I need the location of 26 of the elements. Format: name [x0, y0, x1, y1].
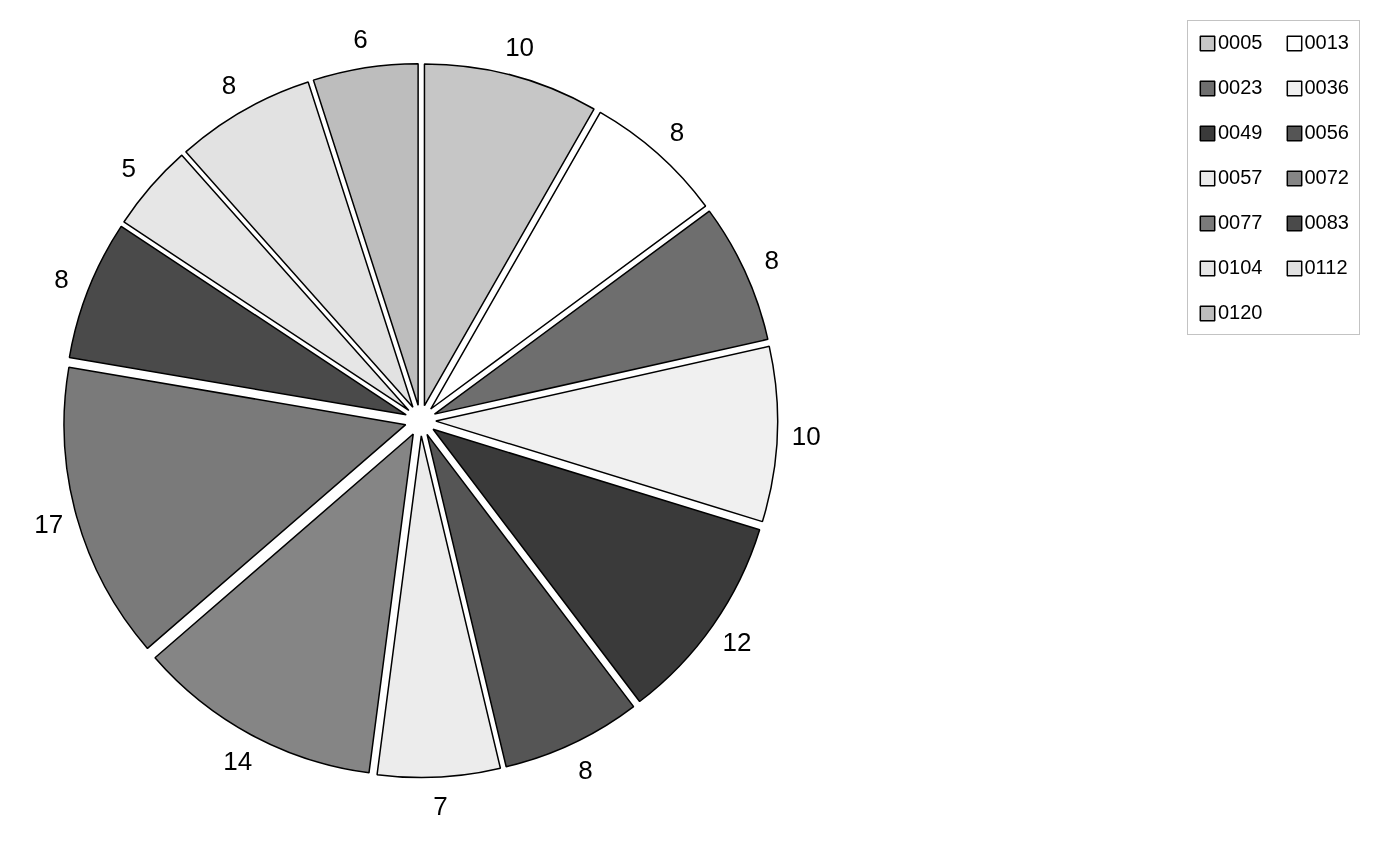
legend-label: 0049: [1218, 121, 1263, 144]
data-label: 10: [505, 32, 535, 63]
data-label: 12: [722, 626, 752, 657]
data-label: 17: [34, 509, 64, 540]
data-label: 7: [433, 791, 448, 822]
legend-label: 0072: [1304, 166, 1349, 189]
data-label: 6: [353, 24, 368, 55]
legend-label: 0013: [1304, 31, 1349, 54]
data-label: 8: [669, 117, 685, 148]
data-label: 8: [578, 754, 593, 785]
data-label: 5: [121, 152, 136, 183]
data-label: 8: [764, 245, 779, 276]
data-label: 8: [54, 263, 69, 294]
legend-label: 0036: [1304, 76, 1349, 99]
legend-label: 0056: [1304, 121, 1349, 144]
legend-label: 0077: [1218, 211, 1263, 234]
legend-label: 0083: [1304, 211, 1349, 234]
legend-label: 0005: [1218, 31, 1263, 54]
data-label: 14: [223, 745, 253, 776]
legend-label: 0104: [1218, 256, 1263, 279]
legend-label: 0112: [1304, 256, 1348, 279]
legend-label: 0120: [1218, 301, 1263, 324]
legend-label: 0057: [1218, 166, 1263, 189]
data-label: 8: [221, 70, 237, 101]
legend-label: 0023: [1218, 76, 1263, 99]
data-label: 10: [791, 420, 821, 451]
